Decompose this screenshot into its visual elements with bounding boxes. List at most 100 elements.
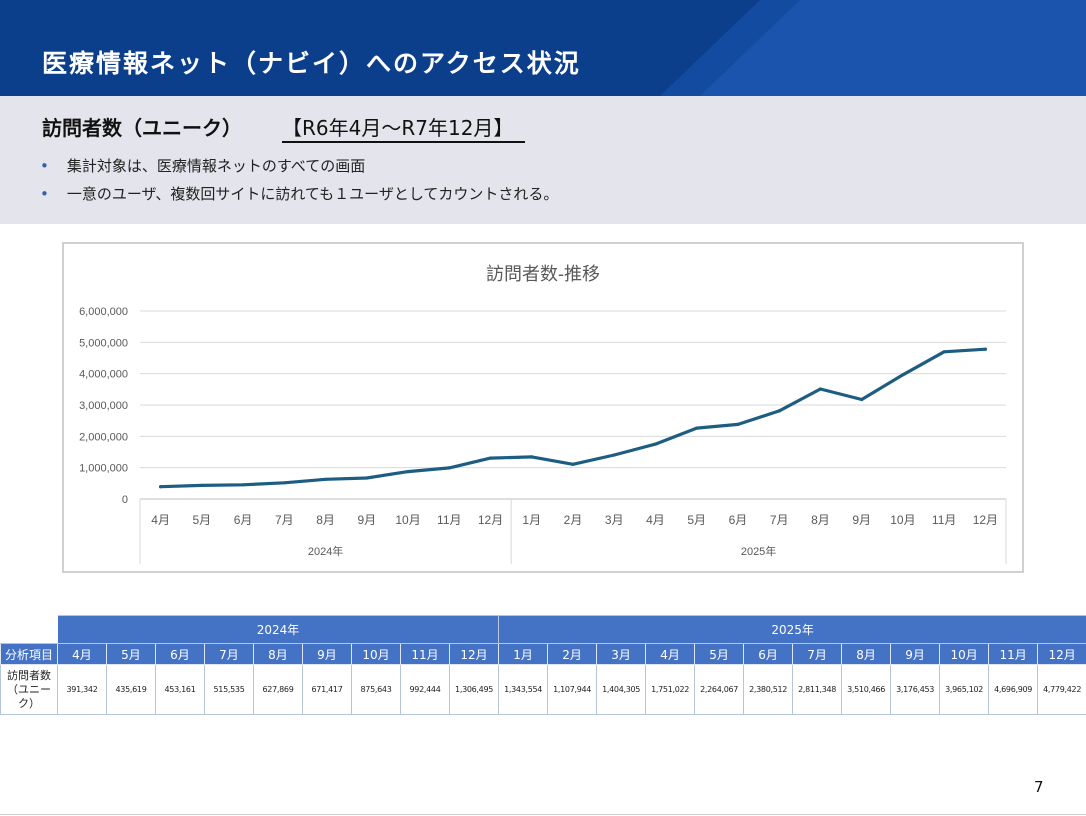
period-label: 【R6年4月～R7年12月】	[282, 112, 526, 143]
year-group-label: 2024年	[308, 544, 343, 558]
data-point	[241, 483, 245, 487]
data-point	[736, 422, 740, 426]
table-value-cell: 515,535	[204, 664, 254, 715]
x-tick-label: 1月	[522, 513, 541, 527]
bullet-item: • 集計対象は、医療情報ネットのすべての画面	[40, 155, 365, 176]
table-month-header: 9月	[302, 643, 352, 665]
table-value-cell: 4,779,422	[1037, 664, 1086, 715]
data-point	[612, 453, 616, 457]
table-value-cell: 875,643	[351, 664, 401, 715]
table-month-header: 11月	[988, 643, 1039, 665]
table-value-cell: 435,619	[106, 664, 156, 715]
table-value-row: 訪問者数（ユニーク） 391,342 435,619 453,161 515,535 62…	[0, 664, 1086, 715]
table-month-header: 8月	[253, 643, 303, 665]
table-month-header: 2月	[547, 643, 598, 665]
table-month-header: 10月	[939, 643, 990, 665]
table-value-cell: 3,176,453	[890, 664, 941, 715]
data-point	[406, 470, 410, 474]
chart-title: 訪問者数-推移	[486, 264, 600, 284]
data-point	[159, 485, 163, 489]
table-month-header: 7月	[792, 643, 843, 665]
series-line	[159, 347, 987, 489]
page-title: 医療情報ネット（ナビイ）へのアクセス状況	[42, 49, 581, 78]
table-value-cell: 1,751,022	[645, 664, 696, 715]
data-point	[200, 483, 204, 487]
data-point	[530, 455, 534, 459]
y-tick-label: 3,000,000	[79, 400, 128, 412]
table-corner-label: 分析項目	[0, 643, 58, 665]
data-point	[901, 373, 905, 377]
table-month-header: 6月	[155, 643, 205, 665]
data-point	[324, 477, 328, 481]
table-value-cell: 2,264,067	[694, 664, 745, 715]
table-year-row: 2024年 2025年	[0, 615, 1086, 644]
x-tick-label: 10月	[395, 513, 420, 527]
x-tick-label: 12月	[478, 513, 503, 527]
data-point	[942, 350, 946, 354]
data-point	[447, 466, 451, 470]
x-tick-label: 4月	[151, 513, 170, 527]
y-tick-label: 4,000,000	[79, 369, 128, 381]
x-tick-label: 7月	[275, 513, 294, 527]
bullet-text: 集計対象は、医療情報ネットのすべての画面	[66, 157, 366, 175]
table-month-header: 7月	[204, 643, 254, 665]
x-tick-label: 3月	[605, 513, 624, 527]
x-tick-label: 9月	[357, 513, 376, 527]
x-tick-label: 5月	[687, 513, 706, 527]
table-month-header: 4月	[645, 643, 696, 665]
year-group-label: 2025年	[741, 544, 776, 558]
y-tick-label: 6,000,000	[79, 306, 128, 318]
bullet-item: • 一意のユーザ、複数回サイトに訪れても１ユーザとしてカウントされる。	[40, 183, 558, 204]
y-tick-label: 0	[122, 494, 128, 506]
table-year-header: 2024年	[56, 615, 500, 644]
table-month-header: 12月	[1037, 643, 1086, 665]
table-value-cell: 3,510,466	[841, 664, 892, 715]
table-value-cell: 391,342	[57, 664, 107, 715]
table-value-cell: 2,811,348	[792, 664, 843, 715]
table-year-header: 2025年	[498, 615, 1086, 644]
page-number: 7	[1034, 778, 1044, 796]
table-month-header: 12月	[448, 643, 500, 665]
data-point	[488, 456, 493, 460]
table-value-cell: 3,965,102	[939, 664, 990, 715]
line-chart: 訪問者数-推移 6,000,000 5,000,000 4,000,000 3,000,…	[62, 242, 1024, 573]
section-subtitle: 訪問者数（ユニーク）	[42, 116, 242, 140]
data-point	[818, 387, 823, 391]
table-month-header: 9月	[890, 643, 941, 665]
data-point	[983, 347, 988, 351]
table-month-header: 4月	[57, 643, 107, 665]
table-month-row: 分析項目 4月 5月 6月 7月 8月 9月 10月 11月 12月 1月 2月 3月 4月 5月 6月 7月 8…	[0, 643, 1086, 665]
table-value-cell: 453,161	[155, 664, 205, 715]
table-row-label: 訪問者数（ユニーク）	[0, 664, 58, 715]
visitor-data-table: 2024年 2025年 分析項目 4月 5月 6月 7月 8月 9月 10月 11月 12月 1月 2月…	[0, 615, 1086, 715]
x-tick-label: 11月	[437, 513, 461, 527]
table-value-cell: 1,404,305	[596, 664, 647, 715]
footer-divider	[0, 814, 1086, 815]
x-tick-label: 4月	[646, 513, 665, 527]
bullet-text: 一意のユーザ、複数回サイトに訪れても１ユーザとしてカウントされる。	[66, 185, 559, 203]
x-tick-label: 7月	[770, 513, 789, 527]
table-month-header: 5月	[106, 643, 156, 665]
data-point	[571, 462, 575, 466]
header-stripe-decoration	[660, 0, 1086, 96]
table-value-cell: 4,696,909	[988, 664, 1039, 715]
table-value-cell: 1,306,495	[448, 664, 500, 715]
y-tick-label: 2,000,000	[79, 431, 128, 443]
x-tick-label: 10月	[890, 513, 915, 527]
x-tick-label: 2月	[564, 513, 583, 527]
table-month-header: 3月	[596, 643, 647, 665]
data-point	[653, 442, 658, 446]
table-month-header: 1月	[498, 643, 549, 665]
data-point	[282, 481, 286, 485]
chart-canvas: 訪問者数-推移 6,000,000 5,000,000 4,000,000 3,000,…	[79, 264, 1007, 564]
x-tick-label: 8月	[811, 513, 830, 527]
x-tick-label: 5月	[193, 513, 212, 527]
table-month-header: 6月	[743, 643, 794, 665]
x-tick-label: 8月	[316, 513, 335, 527]
header-band: 医療情報ネット（ナビイ）へのアクセス状況	[0, 0, 1086, 96]
table-month-header: 11月	[400, 643, 450, 665]
table-value-cell: 1,343,554	[498, 664, 549, 715]
table-month-header: 10月	[351, 643, 401, 665]
x-tick-label: 6月	[729, 513, 748, 527]
intro-panel: 訪問者数（ユニーク） 【R6年4月～R7年12月】 • 集計対象は、医療情報ネット…	[0, 96, 1086, 224]
